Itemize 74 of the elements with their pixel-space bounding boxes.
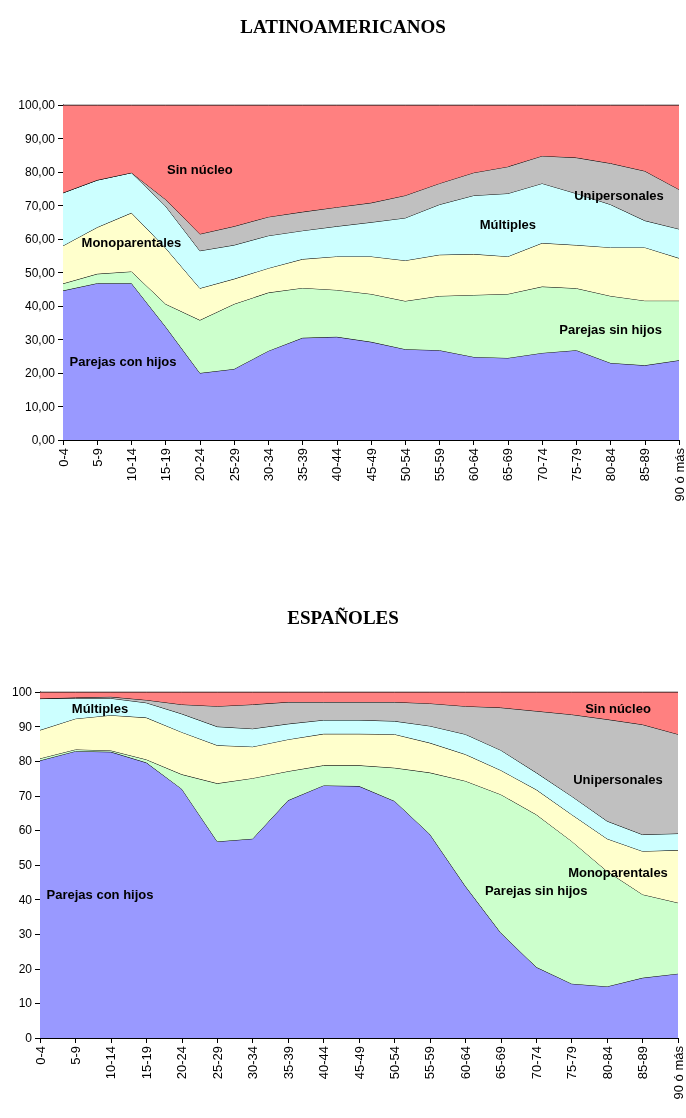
y-tick-label: 100,00 bbox=[18, 98, 56, 112]
x-tick-label: 15-19 bbox=[138, 1046, 154, 1080]
x-tick-label: 85-89 bbox=[635, 1046, 651, 1080]
x-tick-label: 35-39 bbox=[295, 448, 311, 482]
x-tick-label: 25-29 bbox=[209, 1046, 225, 1080]
x-tick-label: 45-49 bbox=[363, 448, 379, 482]
chart-title: ESPAÑOLES bbox=[287, 607, 399, 628]
y-tick-label: 60,00 bbox=[24, 232, 56, 246]
series-label: Parejas sin hijos bbox=[559, 321, 662, 337]
y-tick-label: 0,00 bbox=[31, 433, 56, 447]
x-tick-label: 50-54 bbox=[397, 448, 413, 482]
y-tick-label: 30,00 bbox=[24, 332, 56, 347]
y-tick-label: 100 bbox=[11, 685, 33, 699]
x-tick-label: 20-24 bbox=[174, 1046, 190, 1080]
series-label: Múltiples bbox=[71, 700, 129, 716]
chart-title: LATINOAMERICANOS bbox=[240, 16, 446, 37]
x-tick-label: 50-54 bbox=[386, 1046, 402, 1080]
x-tick-label: 35-39 bbox=[280, 1046, 296, 1080]
x-tick-label: 70-74 bbox=[534, 448, 550, 482]
x-tick-label: 80-84 bbox=[599, 1046, 615, 1080]
x-tick-label: 75-79 bbox=[564, 1046, 580, 1080]
y-tick-label: 20 bbox=[18, 961, 33, 976]
x-tick-label: 55-59 bbox=[422, 1046, 438, 1080]
x-tick-label: 90 ó más bbox=[670, 1045, 686, 1100]
y-tick-label: 10 bbox=[18, 996, 33, 1011]
series-label: Parejas con hijos bbox=[69, 354, 177, 370]
x-tick-label: 60-64 bbox=[466, 448, 482, 482]
y-tick-label: 60 bbox=[18, 823, 33, 838]
y-tick-label: 90,00 bbox=[24, 131, 56, 146]
x-tick-label: 10-14 bbox=[123, 448, 139, 482]
y-tick-label: 40,00 bbox=[24, 299, 56, 313]
y-tick-label: 90 bbox=[18, 719, 33, 734]
x-tick-label: 0-4 bbox=[32, 1046, 48, 1065]
y-tick-label: 10,00 bbox=[24, 399, 56, 414]
x-tick-label: 60-64 bbox=[457, 1046, 473, 1080]
y-tick-label: 30 bbox=[18, 927, 33, 942]
x-tick-label: 40-44 bbox=[316, 1046, 332, 1080]
series-label: Sin núcleo bbox=[585, 700, 651, 716]
x-tick-label: 0-4 bbox=[55, 448, 71, 467]
x-tick-label: 65-69 bbox=[500, 448, 516, 482]
x-tick-label: 90 ó más bbox=[671, 447, 686, 502]
series-label: Unipersonales bbox=[574, 188, 664, 204]
series-label: Monoparentales bbox=[81, 234, 182, 250]
x-tick-label: 30-34 bbox=[260, 448, 276, 482]
series-label: Unipersonales bbox=[573, 772, 663, 788]
series-label: Sin núcleo bbox=[167, 161, 233, 177]
y-tick-label: 80,00 bbox=[24, 165, 56, 179]
y-tick-label: 50,00 bbox=[24, 265, 56, 280]
x-tick-label: 5-9 bbox=[67, 1046, 83, 1065]
x-tick-label: 55-59 bbox=[431, 448, 447, 482]
x-tick-label: 30-34 bbox=[245, 1046, 261, 1080]
series-label: Múltiples bbox=[479, 217, 537, 233]
x-tick-label: 10-14 bbox=[103, 1046, 119, 1080]
x-tick-label: 85-89 bbox=[637, 448, 653, 482]
x-tick-label: 65-69 bbox=[493, 1046, 509, 1080]
series-label: Parejas sin hijos bbox=[484, 883, 588, 899]
x-tick-label: 80-84 bbox=[603, 448, 619, 482]
x-tick-label: 40-44 bbox=[329, 448, 345, 482]
series-label: Monoparentales bbox=[568, 865, 668, 881]
y-tick-label: 0 bbox=[25, 1031, 33, 1045]
x-tick-label: 70-74 bbox=[528, 1046, 544, 1080]
y-tick-label: 40 bbox=[18, 892, 33, 907]
x-tick-label: 15-19 bbox=[158, 448, 174, 482]
series-label: Parejas con hijos bbox=[46, 887, 154, 903]
x-tick-label: 5-9 bbox=[89, 448, 105, 467]
x-tick-label: 20-24 bbox=[192, 448, 208, 482]
y-tick-label: 50 bbox=[18, 858, 33, 872]
x-tick-label: 75-79 bbox=[568, 448, 584, 482]
y-tick-label: 70 bbox=[18, 788, 33, 803]
x-tick-label: 45-49 bbox=[351, 1046, 367, 1080]
y-tick-label: 70,00 bbox=[24, 198, 56, 213]
x-tick-label: 25-29 bbox=[226, 448, 242, 482]
y-tick-label: 20,00 bbox=[24, 366, 56, 380]
y-tick-label: 80 bbox=[18, 754, 33, 769]
